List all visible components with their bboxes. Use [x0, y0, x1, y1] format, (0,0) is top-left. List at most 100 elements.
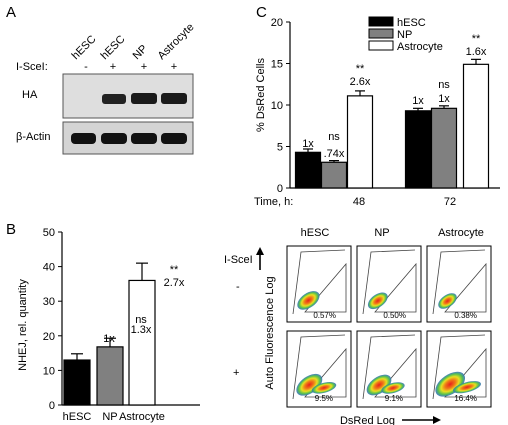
bar [128, 279, 156, 406]
flow-plot-frame [426, 330, 492, 408]
blot-band [131, 133, 157, 144]
flow-row-arrowhead [256, 247, 264, 255]
isce-value: + [141, 61, 147, 73]
bar-annotation: ** [170, 264, 179, 276]
bar-annotation: 1x [412, 95, 424, 107]
legend-label: NP [397, 29, 412, 41]
bar [430, 107, 458, 189]
flow-plot-frame [286, 245, 352, 323]
flow-ylabel: Auto Fluorescence Log [264, 276, 276, 389]
flow-column-label: Astrocyte [438, 227, 484, 239]
flow-row-title: I-SceI [224, 254, 253, 266]
y-tick-label: 50 [43, 227, 55, 239]
time-label: Time, h: [254, 196, 293, 208]
bar [96, 346, 124, 406]
flow-x-arrowhead [433, 416, 441, 424]
panel-letter-b: B [6, 221, 16, 238]
blot-band [102, 94, 126, 104]
flow-density-tail [311, 381, 337, 394]
blot-band [131, 93, 157, 104]
flow-density-tail [381, 382, 405, 394]
x-tick-label: Astrocyte [119, 411, 165, 423]
bar [346, 95, 374, 189]
flow-gate [304, 262, 347, 313]
blot-band [161, 93, 187, 104]
y-tick-label: 0 [49, 400, 55, 412]
flow-gate [362, 334, 416, 400]
bar [294, 151, 322, 189]
blot-column-label: Astrocyte [156, 21, 197, 62]
flow-density-cloud [367, 292, 388, 310]
flow-percentage: 9.1% [385, 394, 403, 403]
flow-gate [432, 334, 486, 400]
bar-annotation: .74x [324, 148, 345, 160]
chart-b: 0 10 20 30 40 50 hESC NP Astrocyte [43, 227, 200, 423]
blot-column-label: hESC [70, 33, 99, 62]
blot-row-label: HA [22, 89, 38, 101]
flow-percentage: 16.4% [454, 394, 477, 403]
flow-gate [444, 347, 487, 398]
flow-gate [432, 249, 486, 315]
bar [320, 161, 348, 189]
chart-b-ylabel: NHEJ, rel. quantity [17, 279, 29, 371]
flow-plot-frame [426, 245, 492, 323]
flow-percentage: 0.50% [383, 311, 406, 320]
flow-column-label: NP [374, 227, 389, 239]
y-tick-label: 5 [277, 142, 283, 154]
bar-annotation: ** [356, 63, 365, 75]
panel-letter-c: C [256, 4, 267, 21]
isce-value: - [84, 61, 88, 73]
isce-label: I-SceI: [16, 61, 48, 73]
flow-column-label: hESC [301, 227, 330, 239]
bar-annotation: 2.7x [164, 277, 185, 289]
bar-annotation: 1.6x [466, 46, 487, 58]
blot-column-label: NP [131, 43, 150, 62]
bar [404, 110, 432, 189]
x-tick-label: NP [102, 411, 117, 423]
isce-value: + [171, 61, 177, 73]
flow-plot-frame [356, 330, 422, 408]
flow-gate [292, 334, 346, 400]
legend-swatch [368, 16, 394, 27]
flow-gate [304, 347, 347, 398]
blot-column-label: hESC [99, 33, 128, 62]
flow-density-cloud [297, 291, 320, 310]
blot-band [101, 133, 127, 144]
flow-gate [362, 249, 416, 315]
bar-annotation: 1.3x [131, 324, 152, 336]
bar-annotation: 1x [438, 93, 450, 105]
bar [63, 359, 91, 406]
blot-row-label: β-Actin [16, 131, 50, 143]
time-value: 48 [353, 196, 365, 208]
y-tick-label: 30 [43, 296, 55, 308]
y-tick-label: 20 [271, 17, 283, 29]
y-tick-label: 10 [271, 100, 283, 112]
flow-gate [292, 249, 346, 315]
flow-panel: hESC NP Astrocyte I-SceI - + Auto Fluore… [224, 227, 492, 425]
blot-band [161, 133, 187, 144]
flow-plot-frame [286, 330, 352, 408]
bar-annotation: 2.6x [350, 76, 371, 88]
flow-gate [444, 262, 487, 313]
blot-band [71, 133, 96, 144]
flow-row-label: - [236, 281, 240, 293]
bar [462, 63, 490, 189]
y-tick-label: 0 [277, 183, 283, 195]
y-tick-label: 20 [43, 331, 55, 343]
time-value: 72 [444, 196, 456, 208]
flow-density-tail [453, 381, 481, 394]
legend-label: Astrocyte [397, 41, 443, 53]
y-tick-label: 10 [43, 365, 55, 377]
isce-value: + [110, 61, 116, 73]
flow-gate [374, 347, 417, 398]
flow-grid [286, 245, 492, 408]
y-tick-label: 40 [43, 262, 55, 274]
bar-annotation: ns [135, 314, 147, 326]
bar-annotation: ** [472, 33, 481, 45]
panel-letter-a: A [6, 4, 16, 21]
y-tick-label: 15 [271, 59, 283, 71]
legend-label: hESC [397, 17, 426, 29]
